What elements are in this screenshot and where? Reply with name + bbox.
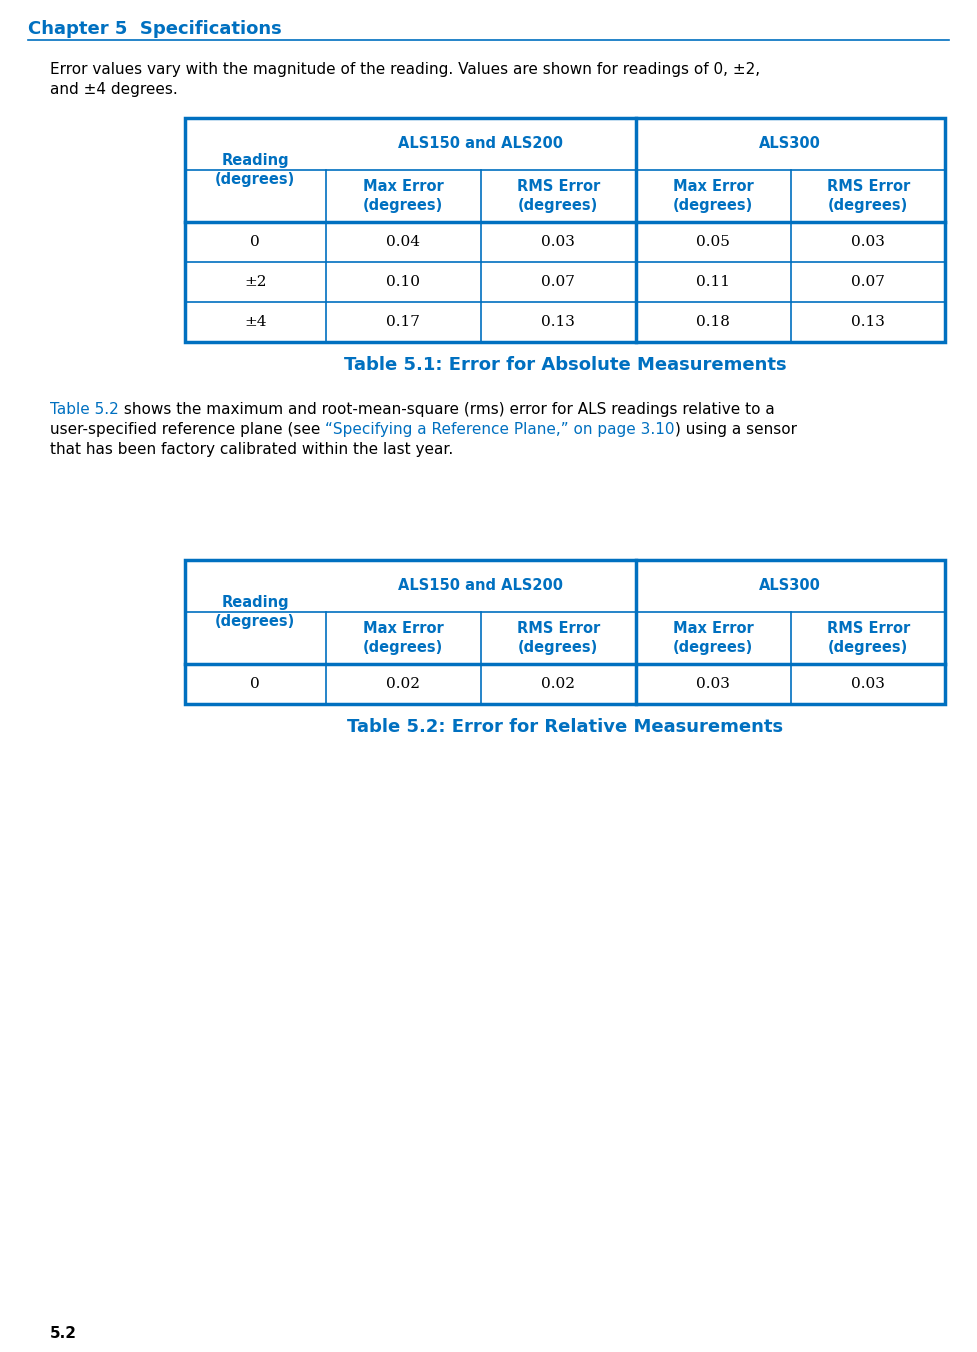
Text: RMS Error
(degrees): RMS Error (degrees) bbox=[827, 178, 910, 214]
Text: 0.03: 0.03 bbox=[541, 235, 575, 249]
Bar bbox=[185, 118, 945, 342]
Text: 0.10: 0.10 bbox=[386, 274, 420, 289]
Text: 0.07: 0.07 bbox=[541, 274, 575, 289]
Text: ALS150 and ALS200: ALS150 and ALS200 bbox=[399, 579, 563, 594]
Text: Max Error
(degrees): Max Error (degrees) bbox=[673, 621, 753, 656]
Text: Max Error
(degrees): Max Error (degrees) bbox=[362, 178, 444, 214]
Text: ALS300: ALS300 bbox=[759, 579, 822, 594]
Text: “Specifying a Reference Plane,” on page 3.10: “Specifying a Reference Plane,” on page … bbox=[325, 422, 675, 437]
Text: user-specified reference plane (see: user-specified reference plane (see bbox=[50, 422, 325, 437]
Text: 0.11: 0.11 bbox=[697, 274, 730, 289]
Text: 0: 0 bbox=[250, 677, 260, 691]
Text: 0.03: 0.03 bbox=[851, 677, 885, 691]
Text: Error values vary with the magnitude of the reading. Values are shown for readin: Error values vary with the magnitude of … bbox=[50, 62, 760, 77]
Text: 0.02: 0.02 bbox=[541, 677, 575, 691]
Text: RMS Error
(degrees): RMS Error (degrees) bbox=[827, 621, 910, 656]
Text: Chapter 5  Specifications: Chapter 5 Specifications bbox=[28, 20, 281, 38]
Text: Max Error
(degrees): Max Error (degrees) bbox=[362, 621, 444, 656]
Text: 0.13: 0.13 bbox=[851, 315, 885, 329]
Text: Max Error
(degrees): Max Error (degrees) bbox=[673, 178, 753, 214]
Text: 0.07: 0.07 bbox=[851, 274, 885, 289]
Text: RMS Error
(degrees): RMS Error (degrees) bbox=[517, 621, 600, 656]
Text: 0.05: 0.05 bbox=[697, 235, 730, 249]
Text: 0.02: 0.02 bbox=[386, 677, 420, 691]
Text: ALS300: ALS300 bbox=[759, 137, 822, 151]
Text: ) using a sensor: ) using a sensor bbox=[675, 422, 797, 437]
Text: 0.18: 0.18 bbox=[697, 315, 730, 329]
Text: 0: 0 bbox=[250, 235, 260, 249]
Bar bbox=[185, 560, 945, 704]
Text: shows the maximum and root-mean-square (rms) error for ALS readings relative to : shows the maximum and root-mean-square (… bbox=[119, 402, 775, 416]
Text: 0.17: 0.17 bbox=[386, 315, 420, 329]
Text: that has been factory calibrated within the last year.: that has been factory calibrated within … bbox=[50, 442, 453, 457]
Text: Reading
(degrees): Reading (degrees) bbox=[215, 153, 295, 188]
Text: Reading
(degrees): Reading (degrees) bbox=[215, 595, 295, 630]
Text: Table 5.1: Error for Absolute Measurements: Table 5.1: Error for Absolute Measuremen… bbox=[344, 356, 786, 375]
Text: 0.04: 0.04 bbox=[386, 235, 420, 249]
Text: Table 5.2: Error for Relative Measurements: Table 5.2: Error for Relative Measuremen… bbox=[347, 718, 783, 735]
Bar bbox=[185, 118, 945, 342]
Text: ±4: ±4 bbox=[244, 315, 267, 329]
Text: 5.2: 5.2 bbox=[50, 1326, 77, 1341]
Bar bbox=[185, 560, 945, 704]
Text: ±2: ±2 bbox=[244, 274, 267, 289]
Text: 0.03: 0.03 bbox=[851, 235, 885, 249]
Text: and ±4 degrees.: and ±4 degrees. bbox=[50, 82, 178, 97]
Text: 0.03: 0.03 bbox=[697, 677, 730, 691]
Text: Table 5.2: Table 5.2 bbox=[50, 402, 119, 416]
Text: ALS150 and ALS200: ALS150 and ALS200 bbox=[399, 137, 563, 151]
Text: RMS Error
(degrees): RMS Error (degrees) bbox=[517, 178, 600, 214]
Text: 0.13: 0.13 bbox=[541, 315, 575, 329]
